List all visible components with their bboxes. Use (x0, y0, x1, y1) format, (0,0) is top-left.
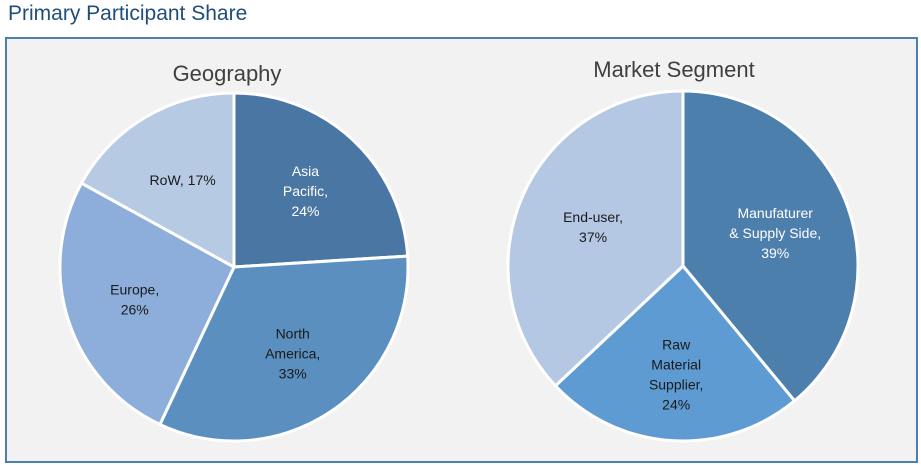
geography-chart-title: Geography (173, 61, 282, 86)
segment-slice-label-line: Manufaturer (737, 205, 813, 221)
geography-slice-north-america (158, 254, 410, 443)
geography-slice-label-line: 26% (121, 301, 149, 317)
geography-pie: Asia Pacific, 24% North America, 33% Europe, 26… (58, 91, 410, 443)
segment-pie: Manufaturer & Supply Side, 39% Raw Material S… (506, 89, 860, 443)
segment-slice-manufaturer-supply-side (681, 89, 860, 403)
segment-slice-label-line: End-user, (563, 209, 623, 225)
segment-slice-end-user (506, 89, 685, 388)
segment-slice-label-line: 39% (761, 245, 789, 261)
geography-slice-label-line: 24% (291, 203, 319, 219)
segment-slice-label: End-user, 37% (563, 209, 623, 245)
geography-slice-label: Asia Pacific, 24% (283, 163, 328, 219)
segment-slice-label-line: 37% (579, 229, 607, 245)
segment-slice-label: Raw Material Supplier, 24% (649, 336, 703, 412)
page-title: Primary Participant Share (8, 2, 248, 25)
geography-slice-label-line: Europe, (110, 281, 159, 297)
market-segment-chart-title: Market Segment (593, 57, 754, 82)
geography-slice-asia-pacific (232, 91, 410, 269)
segment-slice-label-line: Raw (662, 336, 691, 352)
geography-slice-label-line: RoW, 17% (150, 172, 216, 188)
geography-slice-label: RoW, 17% (150, 172, 216, 188)
segment-slice-label-line: 24% (662, 396, 690, 412)
geography-slice-label-line: Asia (292, 163, 319, 179)
segment-slice-raw-material-supplier (553, 264, 797, 443)
geography-slice-label-line: North (276, 325, 310, 341)
segment-slice-label-line: Material (651, 356, 701, 372)
segment-slice-label-line: & Supply Side, (729, 225, 821, 241)
segment-slice-label-line: Supplier, (649, 376, 703, 392)
geography-slice-label-line: America, (265, 345, 320, 361)
geography-slice-label: Europe, 26% (110, 281, 159, 317)
geography-slice-label-line: Pacific, (283, 183, 328, 199)
geography-slice-label-line: 33% (279, 365, 307, 381)
geography-slice-label: North America, 33% (265, 325, 320, 381)
geography-slice-row (80, 91, 236, 269)
segment-slice-label: Manufaturer & Supply Side, 39% (729, 205, 821, 261)
